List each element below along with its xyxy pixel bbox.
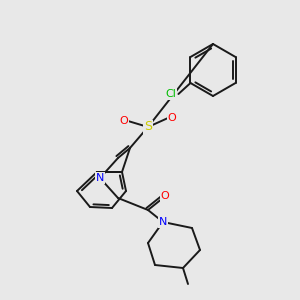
Text: O: O xyxy=(160,191,169,201)
Text: N: N xyxy=(96,173,104,183)
Text: N: N xyxy=(159,217,167,227)
Text: O: O xyxy=(120,116,128,126)
Text: S: S xyxy=(144,121,152,134)
Text: Cl: Cl xyxy=(165,89,176,99)
Text: O: O xyxy=(168,113,176,123)
